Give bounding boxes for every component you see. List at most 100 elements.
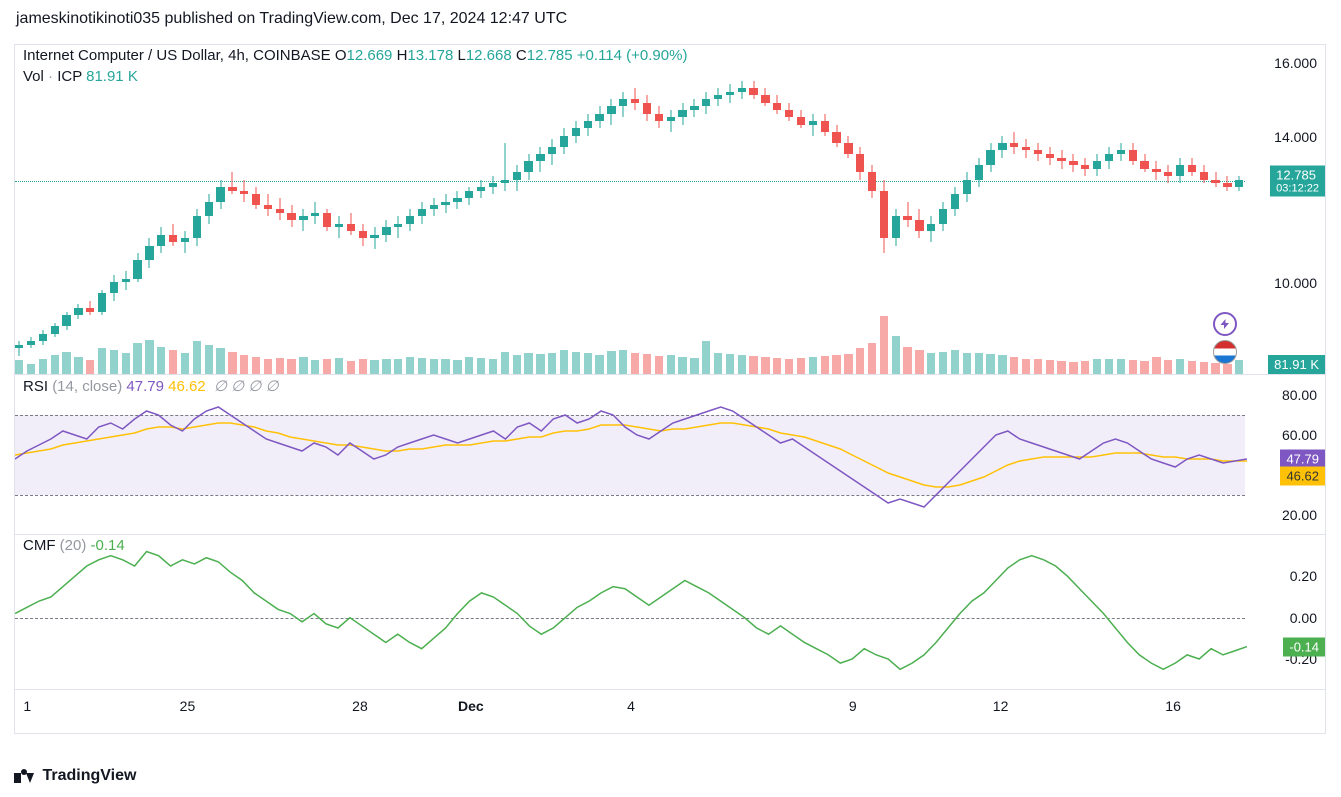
- volume-bar: [252, 357, 260, 374]
- flag-icon[interactable]: [1213, 340, 1237, 364]
- candle: [418, 44, 426, 374]
- candle: [1022, 44, 1030, 374]
- volume-bar: [631, 353, 639, 374]
- volume-bar: [655, 356, 663, 374]
- candle: [110, 44, 118, 374]
- volume-bar: [347, 361, 355, 374]
- candle: [62, 44, 70, 374]
- candle: [157, 44, 165, 374]
- candle: [797, 44, 805, 374]
- chart-container[interactable]: Internet Computer / US Dollar, 4h, COINB…: [14, 44, 1326, 734]
- candle: [287, 44, 295, 374]
- xaxis-tick: 4: [627, 698, 635, 714]
- rsi-ytick: 60.00: [1282, 427, 1317, 443]
- rsi-plot-area[interactable]: [15, 375, 1245, 534]
- candle: [193, 44, 201, 374]
- symbol-name: Internet Computer / US Dollar: [23, 47, 220, 64]
- candle: [655, 44, 663, 374]
- price-panel[interactable]: Internet Computer / US Dollar, 4h, COINB…: [15, 45, 1325, 375]
- candle: [667, 44, 675, 374]
- volume-bar: [927, 353, 935, 374]
- volume-bar: [441, 359, 449, 374]
- cmf-plot-area[interactable]: [15, 535, 1245, 689]
- candle: [489, 44, 497, 374]
- change-pct: +0.90%: [631, 47, 682, 64]
- candle: [975, 44, 983, 374]
- volume-bar: [465, 357, 473, 374]
- volume-bar: [844, 354, 852, 374]
- volume-value: 81.91 K: [86, 68, 138, 85]
- rsi-ytick: 80.00: [1282, 387, 1317, 403]
- price-ytick: 16.000: [1274, 55, 1317, 71]
- candle: [572, 44, 580, 374]
- volume-bar: [145, 340, 153, 374]
- candle: [1200, 44, 1208, 374]
- candle: [998, 44, 1006, 374]
- cmf-yaxis[interactable]: 0.200.00-0.20-0.14: [1245, 535, 1325, 689]
- volume-bar: [1176, 359, 1184, 374]
- candle: [1081, 44, 1089, 374]
- volume-bar: [1046, 360, 1054, 374]
- volume-bar: [903, 347, 911, 374]
- ohlc-close: 12.785: [527, 47, 573, 64]
- volume-bar: [216, 348, 224, 374]
- volume-bar: [607, 351, 615, 374]
- candle: [1117, 44, 1125, 374]
- volume-bar: [773, 358, 781, 374]
- rsi-tag2: 46.62: [1280, 466, 1325, 485]
- candle: [51, 44, 59, 374]
- cmf-label: CMF: [23, 537, 56, 554]
- volume-bar: [809, 357, 817, 374]
- candle: [465, 44, 473, 374]
- candle: [240, 44, 248, 374]
- rsi-panel[interactable]: RSI (14, close) 47.79 46.62 ∅ ∅ ∅ ∅ 80.0…: [15, 375, 1325, 535]
- candle: [1129, 44, 1137, 374]
- candle: [963, 44, 971, 374]
- lightning-icon[interactable]: [1213, 312, 1237, 336]
- price-yaxis[interactable]: 16.00014.00010.00012.78503:12:2281.91 K: [1245, 45, 1325, 374]
- candle: [584, 44, 592, 374]
- volume-bar: [892, 336, 900, 374]
- cmf-tag: -0.14: [1283, 637, 1325, 656]
- candle: [856, 44, 864, 374]
- candle: [122, 44, 130, 374]
- volume-bar: [240, 355, 248, 374]
- brand-footer: TradingView: [14, 767, 136, 785]
- candle: [430, 44, 438, 374]
- volume-bar: [667, 355, 675, 374]
- volume-bar: [181, 353, 189, 374]
- volume-bar: [1057, 361, 1065, 374]
- volume-bar: [1200, 362, 1208, 374]
- volume-bar: [963, 353, 971, 374]
- brand-text: TradingView: [42, 767, 136, 784]
- cmf-panel[interactable]: CMF (20) -0.14 0.200.00-0.20-0.14: [15, 535, 1325, 690]
- candle: [607, 44, 615, 374]
- volume-bar: [738, 355, 746, 374]
- exchange: COINBASE: [253, 47, 331, 64]
- candle: [74, 44, 82, 374]
- candle: [892, 44, 900, 374]
- volume-bar: [1211, 363, 1219, 374]
- candle: [347, 44, 355, 374]
- candle: [394, 44, 402, 374]
- volume-bar: [39, 359, 47, 374]
- volume-bar: [74, 357, 82, 374]
- xaxis-tick: 9: [849, 698, 857, 714]
- candle: [678, 44, 686, 374]
- volume-bar: [678, 357, 686, 374]
- volume-bar: [975, 353, 983, 374]
- volume-bar: [726, 354, 734, 374]
- candle: [323, 44, 331, 374]
- candle: [951, 44, 959, 374]
- rsi-yaxis[interactable]: 80.0060.0020.0047.7946.62: [1245, 375, 1325, 534]
- volume-bar: [986, 354, 994, 374]
- candle: [1010, 44, 1018, 374]
- candle: [548, 44, 556, 374]
- price-plot-area[interactable]: [15, 45, 1245, 374]
- candle: [1164, 44, 1172, 374]
- volume-bar: [323, 359, 331, 374]
- candle: [536, 44, 544, 374]
- volume-bar: [785, 359, 793, 374]
- xaxis-panel[interactable]: 12528Dec491216: [15, 690, 1325, 732]
- volume-bar: [1081, 361, 1089, 374]
